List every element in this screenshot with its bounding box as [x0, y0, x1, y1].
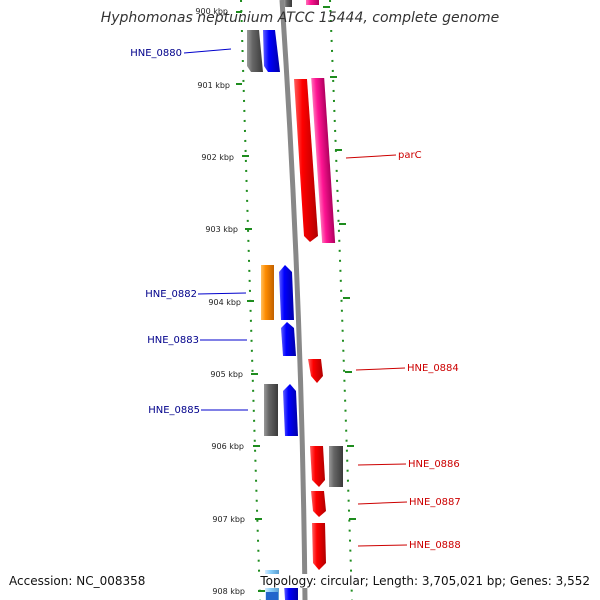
leader-parc	[345, 154, 397, 159]
kbp-label-908: 908 kbp	[212, 587, 245, 596]
gene-feature-hne-0882-blue[interactable]	[279, 265, 294, 320]
gene-label-hne-0880[interactable]: HNE_0880	[130, 48, 182, 59]
gene-label-hne-0885[interactable]: HNE_0885	[148, 405, 200, 416]
gene-feature-hne-0886-gray[interactable]	[329, 446, 343, 487]
label-leader-lines	[183, 48, 408, 547]
kbp-label-901: 901 kbp	[197, 81, 230, 90]
gene-labels-right: parC HNE_0884 HNE_0886 HNE_0887 HNE_0888	[398, 150, 461, 551]
gene-feature-hne-0886-red[interactable]	[310, 446, 325, 487]
major-ticks	[236, 6, 356, 592]
kbp-label-904: 904 kbp	[208, 298, 241, 307]
gene-feature-parc[interactable]	[311, 78, 336, 243]
kbp-label-900: 900 kbp	[195, 7, 228, 16]
gene-label-hne-0887[interactable]: HNE_0887	[409, 497, 461, 508]
leader-hne-0887	[357, 501, 408, 505]
gene-feature-hne-0883[interactable]	[281, 322, 296, 356]
gene-label-hne-0882[interactable]: HNE_0882	[145, 289, 197, 300]
gene-feature-partial-blue-small[interactable]	[266, 592, 278, 600]
leader-hne-0882	[197, 292, 247, 295]
kbp-label-907: 907 kbp	[212, 515, 245, 524]
gene-labels-left: HNE_0880 HNE_0882 HNE_0883 HNE_0885	[130, 48, 200, 416]
gene-label-hne-0884[interactable]: HNE_0884	[407, 363, 459, 374]
gene-feature-hne-0888[interactable]	[312, 523, 326, 570]
gene-feature-partial-gray[interactable]	[284, 0, 292, 7]
kbp-label-906: 906 kbp	[211, 442, 244, 451]
leader-hne-0884	[355, 367, 406, 371]
gene-feature-partial-pink[interactable]	[306, 0, 319, 5]
gene-feature-hne-0882-orange[interactable]	[261, 265, 274, 320]
leader-hne-0880	[183, 48, 232, 54]
gene-label-hne-0888[interactable]: HNE_0888	[409, 540, 461, 551]
gene-feature-hne-0880-gray[interactable]	[247, 30, 263, 72]
gene-features	[247, 0, 343, 600]
kbp-label-902: 902 kbp	[201, 153, 234, 162]
gene-label-hne-0883[interactable]: HNE_0883	[147, 335, 199, 346]
gene-feature-hne-0887[interactable]	[311, 491, 326, 517]
leader-hne-0886	[357, 463, 407, 466]
kbp-labels: 900 kbp 901 kbp 902 kbp 903 kbp 904 kbp …	[195, 7, 245, 596]
gene-label-hne-0886[interactable]: HNE_0886	[408, 459, 460, 470]
kbp-label-905: 905 kbp	[210, 370, 243, 379]
gene-label-parc[interactable]: parC	[398, 150, 422, 161]
genome-backbone	[279, 0, 308, 600]
gene-feature-hne-0884[interactable]	[308, 359, 323, 383]
gene-feature-hne-0885-blue[interactable]	[283, 384, 298, 436]
kbp-label-903: 903 kbp	[205, 225, 238, 234]
leader-hne-0888	[357, 544, 408, 547]
genome-summary-text: Topology: circular; Length: 3,705,021 bp…	[258, 574, 592, 588]
accession-text: Accession: NC_008358	[7, 574, 148, 588]
tick-ring-right	[329, 0, 353, 600]
gene-feature-red-901[interactable]	[294, 79, 318, 242]
map-title: Hyphomonas neptunium ATCC 15444, complet…	[100, 10, 500, 26]
gene-feature-hne-0880-blue[interactable]	[263, 30, 280, 72]
gene-feature-hne-0885-gray[interactable]	[264, 384, 278, 436]
